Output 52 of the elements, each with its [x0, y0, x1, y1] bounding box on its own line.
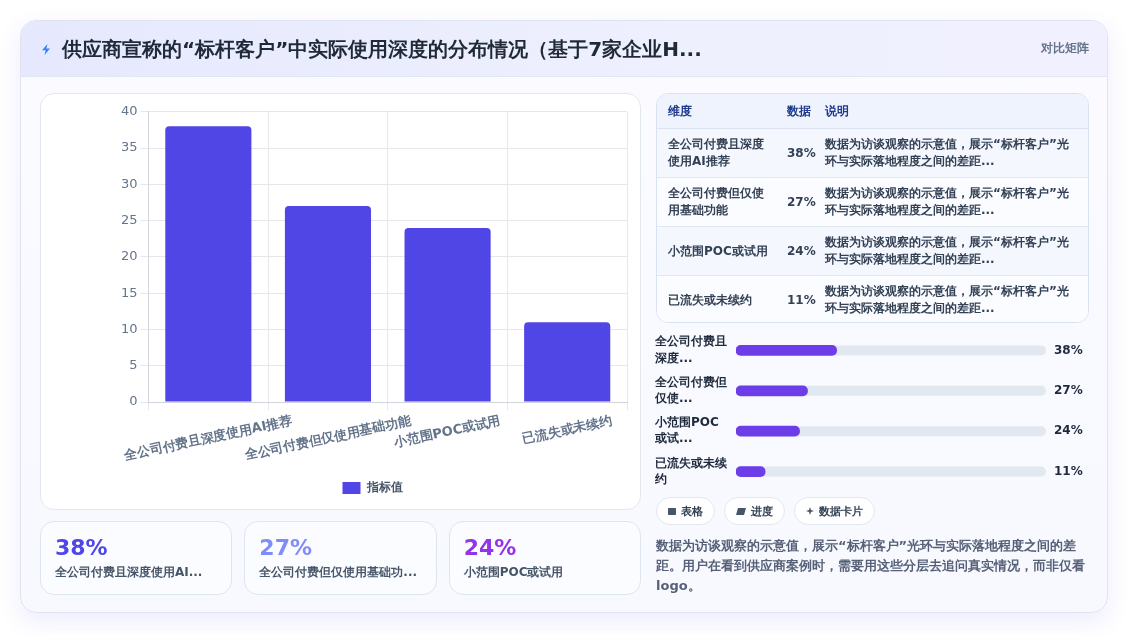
- y-tick-label: 40: [121, 103, 138, 119]
- chart-title: 供应商宣称的“标杆客户”中实际使用深度的分布情况（基于7家企业H...: [62, 35, 702, 63]
- text: 数据为访谈观察的示意值，展示“标杆客户”光环与实际落地程度之间的差距...: [825, 137, 1069, 168]
- y-tick-label: 全公司付费且深度...: [654, 334, 727, 365]
- y-tick-label: 全公司付费但仅使...: [654, 374, 727, 406]
- text: 27%: [259, 535, 312, 560]
- category-label: 全公司付费且深度使用AI...: [55, 565, 203, 579]
- text: 数据: [787, 104, 811, 118]
- y-tick-label: 35: [121, 139, 138, 155]
- text: 维度: [668, 104, 692, 118]
- text: 11%: [787, 292, 816, 307]
- category-label: 全公司付费且深度使用AI推荐: [668, 137, 764, 168]
- category-label: 全公司付费但仅使用基础功...: [259, 565, 418, 579]
- text: 38%: [787, 145, 816, 160]
- text: 24%: [787, 243, 816, 258]
- bar: [404, 227, 491, 402]
- text: 数据为访谈观察的示意值，展示“标杆客户”光环与实际落地程度之间的差距...: [825, 235, 1069, 266]
- y-tick-label: 0: [129, 393, 138, 409]
- legend-label: 指标值: [365, 480, 403, 495]
- category-label: 已流失或未续约: [668, 292, 752, 307]
- text: 数据为访谈观察的示意值，展示“标杆客户”光环与实际落地程度之间的差距...: [825, 186, 1069, 217]
- x-tick-label: 已流失或未续约: [520, 412, 614, 447]
- data-label: 24%: [1054, 423, 1083, 438]
- bar: [284, 206, 372, 402]
- category-label: 表格: [681, 503, 703, 519]
- data-label: 11%: [1054, 463, 1083, 478]
- text: 27%: [787, 194, 816, 209]
- text: 38%: [55, 535, 108, 560]
- bar: [736, 385, 808, 397]
- y-tick-label: 10: [121, 320, 138, 336]
- y-tick-label: 小范围POC或试...: [654, 415, 719, 446]
- y-tick-label: 5: [129, 357, 138, 373]
- y-tick-label: 20: [121, 248, 138, 264]
- y-tick-label: 25: [121, 212, 138, 227]
- text: 说明: [825, 104, 849, 118]
- y-tick-label: 30: [121, 175, 138, 191]
- category-label: 小范围POC或试用: [668, 243, 768, 258]
- text: 数据为访谈观察的示意值，展示“标杆客户”光环与实际落地程度之间的差距...: [825, 284, 1069, 316]
- bar: [736, 425, 800, 437]
- text: 24%: [463, 535, 517, 560]
- category-label: 数据卡片: [819, 503, 863, 519]
- text: 对比矩阵: [1041, 41, 1089, 55]
- category-label: 全公司付费但仅使用基础功能: [668, 186, 764, 217]
- y-tick-label: 已流失或未续约: [654, 455, 728, 486]
- category-label: 小范围POC或试用: [463, 565, 564, 579]
- data-label: 38%: [1054, 342, 1083, 357]
- category-label: 进度: [751, 503, 773, 519]
- bar: [524, 322, 611, 402]
- text: 数据为访谈观察的示意值，展示“标杆客户”光环与实际落地程度之间的差距。用户在看到供应商案例时，需要用这些分层去追问真实情况，而非仅看logo。: [656, 538, 1085, 593]
- bar: [165, 126, 252, 402]
- y-tick-label: 15: [121, 284, 138, 300]
- data-label: 27%: [1054, 382, 1083, 397]
